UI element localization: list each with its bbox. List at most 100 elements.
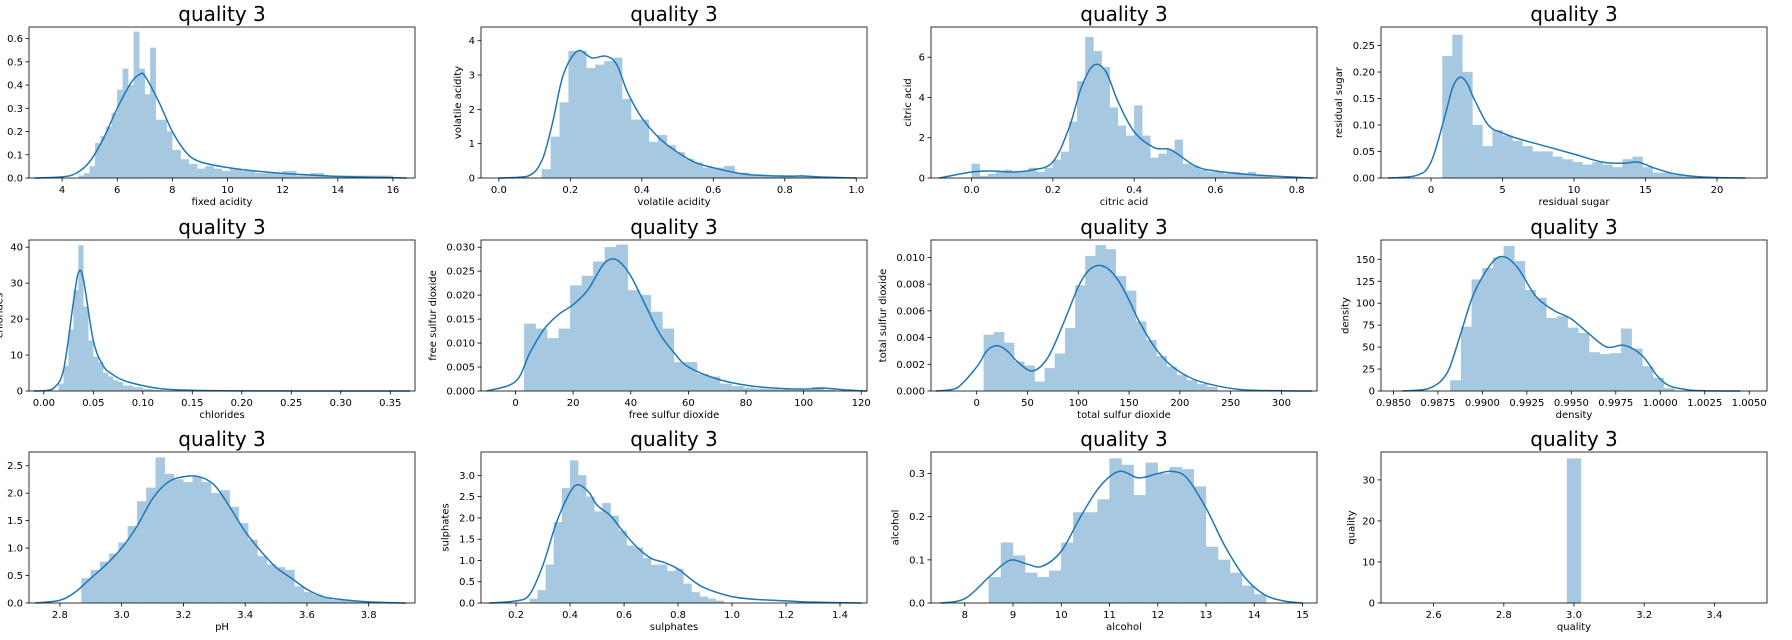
histogram-bar [604,247,617,392]
y-tick-label: 2 [919,133,925,144]
histogram-bar [164,473,175,604]
x-axis-label: volatile acidity [637,197,710,208]
histogram-bar [1125,135,1135,179]
histogram-bar [1542,151,1553,179]
y-tick-label: 0.010 [446,339,475,350]
histogram-bar [630,119,641,179]
y-tick-label: 2.0 [7,489,23,500]
kde-line [1402,255,1741,392]
histogram-bar [1012,171,1021,179]
histogram-bar [83,306,89,392]
x-axis-label: citric acid [1100,197,1149,208]
x-axis-label: quality [1557,622,1591,633]
y-tick-label: 0.0 [7,599,23,610]
histogram-bar [1610,353,1622,392]
histogram-bar [63,365,69,392]
y-tick-label: 2.0 [459,513,475,524]
histogram-bar [1503,245,1515,392]
histogram-bar [1450,380,1462,392]
histogram-bar [1522,146,1533,179]
axes-frame [1380,239,1768,392]
histogram-bar [1602,164,1613,179]
histogram-bar [111,112,118,179]
histogram-bar [68,329,74,392]
y-tick-label: 0.3 [7,104,23,115]
y-tick-label: 3.0 [459,471,475,482]
histogram-bar [987,173,997,179]
x-tick-label: 20 [1711,185,1724,196]
y-tick-label: 0.5 [7,57,23,68]
histogram-bar [559,102,569,179]
x-tick-label: 0.2 [562,185,578,196]
y-axis-label: total sulfur dioxide [878,269,889,363]
x-tick-label: 9 [1010,610,1016,621]
subplot-title: quality 3 [630,215,718,239]
histogram-bar [537,590,546,604]
x-tick-label: 1.4 [832,610,848,621]
histogram-bar [627,290,640,392]
histogram-bar [1566,458,1582,604]
histogram-bar [1181,469,1195,604]
x-axis-label: total sulfur dioxide [1077,410,1171,421]
histogram-bar [1061,542,1074,604]
subplot-title: quality 3 [1080,215,1168,239]
histogram-bar [1044,167,1054,179]
x-tick-label: 300 [1272,398,1291,409]
x-axis-label: residual sugar [1539,197,1611,208]
histogram-bar [1075,285,1086,392]
y-axis-label: quality [1347,510,1358,544]
histogram-bar [1093,51,1102,179]
x-tick-label: 8 [962,610,968,621]
y-tick-label: 0.025 [446,267,475,278]
histogram-bar [1150,157,1159,179]
y-tick-label: 0.20 [1353,68,1375,79]
subplot-10: 0.2 0.4 0.6 0.8 1.0 1.2 1.4 0.0 0.5 1.0 1.5 2.0 2.5 3… [440,427,868,633]
histogram-bar [1567,327,1579,392]
x-tick-label: 250 [1221,398,1240,409]
histogram-bar [78,245,84,392]
x-tick-label: 0.35 [379,398,401,409]
subplot-title: quality 3 [1530,215,1618,239]
histogram-bar [593,261,606,392]
axes-frame [930,451,1318,604]
histogram-bar [220,490,230,604]
x-tick-label: 0.05 [82,398,104,409]
axes-frame [28,26,416,179]
subplot-11: 8 9 10 11 12 13 14 15 0.0 0.1 0.2 0.3 quality 3 alcoh… [890,427,1318,633]
histogram-bar [211,493,221,604]
histogram-bar [73,290,79,392]
subplot-2: 0.0 0.2 0.4 0.6 0.8 1.0 0 1 2 3 4 quality 3 volatile… [453,2,868,208]
y-tick-label: 100 [1356,299,1375,310]
x-tick-label: 14 [1248,610,1261,621]
histogram-bar [1642,366,1654,392]
histogram-bar [205,166,214,179]
histogram-bar [1020,171,1029,179]
y-tick-label: 0.25 [1353,41,1375,52]
x-tick-label: 4 [59,185,65,196]
x-axis-label: fixed acidity [192,197,253,208]
histogram-bar [648,141,659,179]
histogram-bars [983,245,1218,392]
histogram-bar [1097,499,1110,604]
x-tick-label: 16 [387,185,400,196]
x-tick-label: 2.8 [52,610,68,621]
x-tick-label: 0.00 [33,398,55,409]
y-tick-label: 20 [10,315,23,326]
x-tick-label: 20 [567,398,580,409]
histogram-bars [529,460,725,604]
histogram-bar [524,323,536,392]
histogram-bar [221,170,231,179]
histogram-bar [248,539,258,604]
histogram-bar [303,591,314,604]
histogram-bar [1556,316,1568,392]
histogram-bars [988,458,1267,604]
histogram-bar [1578,332,1590,392]
histogram-bar [1552,156,1563,179]
histogram-bar [254,173,270,179]
x-tick-label: 0.9925 [1509,398,1544,409]
x-axis-label: chlorides [199,410,244,421]
histogram-bar [1652,172,1663,179]
kde-line [935,264,1312,392]
histogram-bar [662,328,675,392]
histogram-bar [1036,171,1045,179]
